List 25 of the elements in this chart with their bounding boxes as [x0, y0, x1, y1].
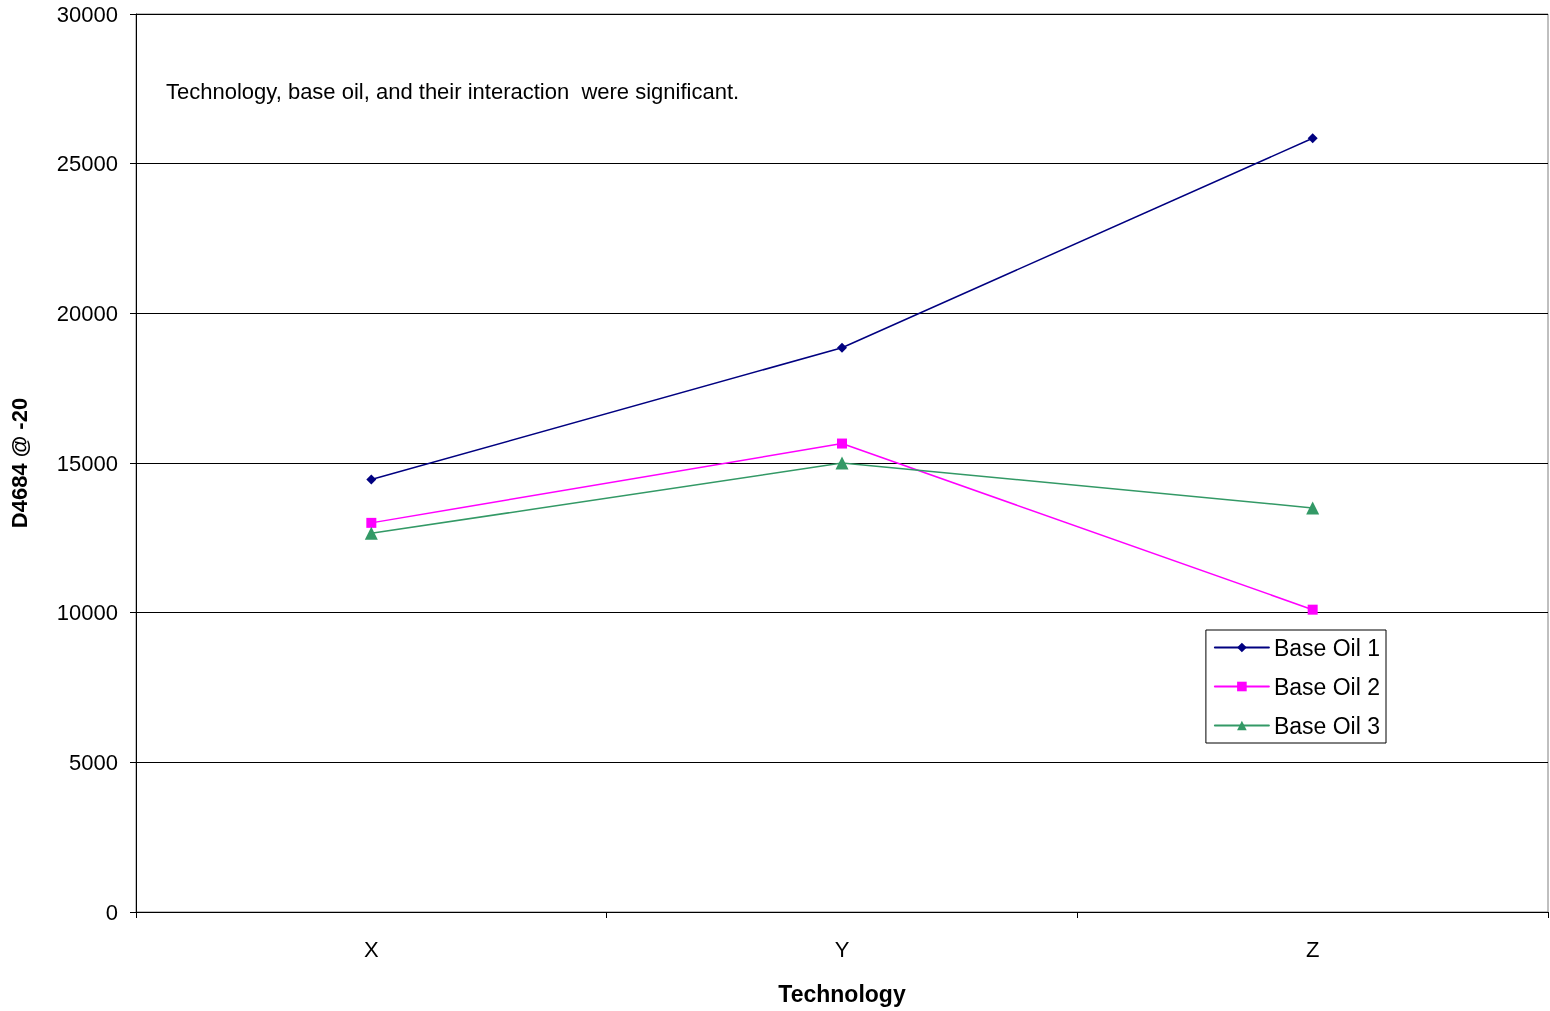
point	[366, 517, 377, 528]
y-tick-label: 10000	[56, 600, 118, 626]
x-tick-label: X	[363, 936, 379, 962]
y-tick-label: 30000	[56, 1, 118, 27]
y-tick-label: 25000	[56, 151, 118, 177]
point	[1307, 133, 1318, 144]
legend-label: Base Oil 3	[1273, 712, 1380, 739]
y-tick-label: 15000	[56, 450, 118, 476]
point	[364, 526, 378, 540]
x-axis-title: Technology	[778, 980, 906, 1007]
point	[366, 474, 377, 485]
x-tick-label: Z	[1305, 936, 1320, 962]
y-tick-label: 0	[105, 899, 118, 925]
annotation: Technology, base oil, and their interaction were significant.	[166, 78, 740, 104]
y-tick-label: 20000	[56, 300, 118, 326]
point	[835, 456, 849, 470]
legend-label: Base Oil 2	[1273, 673, 1380, 700]
point	[1307, 604, 1318, 615]
y-axis-title: D4684 @ -20	[6, 397, 32, 529]
y-tick-label: 5000	[69, 749, 118, 775]
point	[837, 438, 847, 449]
x-tick-label: Y	[834, 936, 850, 962]
legend-label: Base Oil 1	[1273, 634, 1380, 661]
point	[837, 342, 847, 353]
point	[1306, 501, 1320, 515]
